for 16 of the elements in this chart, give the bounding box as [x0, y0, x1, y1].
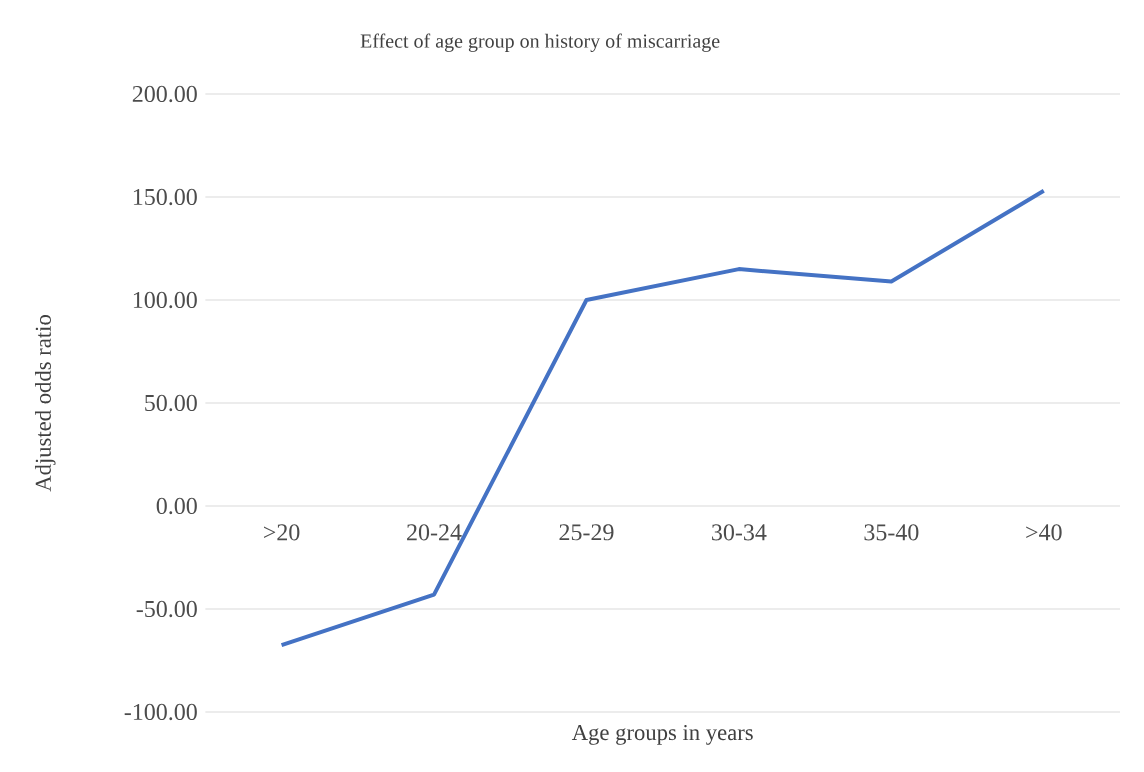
x-axis-title: Age groups in years: [571, 724, 753, 745]
x-tick-label: >40: [1026, 524, 1062, 541]
y-tick-label: 100.00: [133, 291, 197, 309]
chart-title: Effect of age group on history of miscarriage: [360, 33, 720, 52]
y-tick-label: 150.00: [133, 188, 197, 206]
y-tick-label: -50.00: [136, 600, 197, 618]
y-tick-label: -100.00: [124, 703, 197, 721]
y-tick-label: 0.00: [156, 497, 197, 515]
x-tick-label: 30-34: [712, 524, 767, 541]
x-tick-label: 20-24: [407, 524, 462, 541]
y-tick-label: 50.00: [145, 394, 197, 412]
y-tick-label: 200.00: [132, 85, 197, 103]
x-tick-label: 25-29: [559, 524, 614, 541]
y-axis-title: Adjusted odds ratio: [34, 315, 56, 492]
x-tick-label: >20: [264, 524, 300, 541]
x-tick-label: 35-40: [864, 524, 919, 541]
